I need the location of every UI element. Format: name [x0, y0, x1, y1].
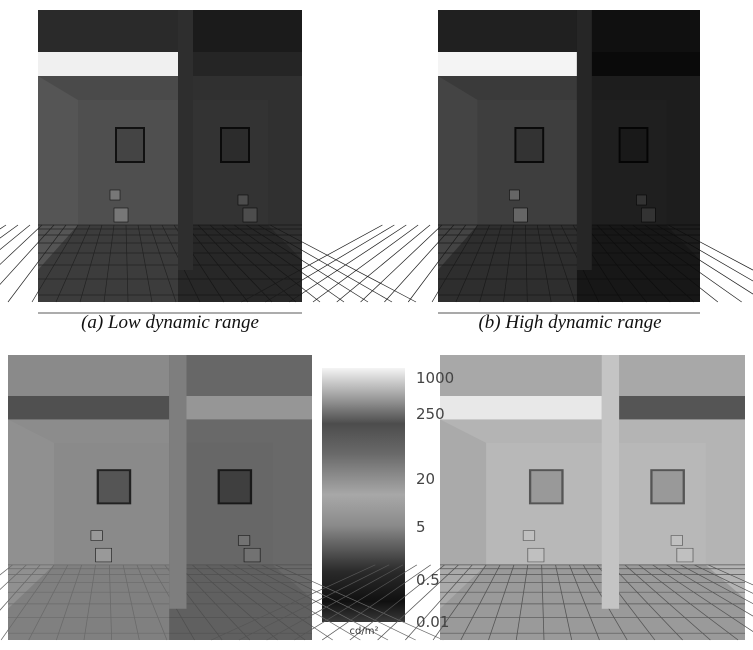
pillar	[178, 10, 193, 270]
light-band	[8, 396, 169, 419]
colorbar-tick-label: 1000	[416, 369, 454, 387]
floor-line	[361, 225, 442, 302]
colorbar-tick-label: 5	[416, 518, 426, 536]
shade	[577, 10, 700, 302]
colorbar-unit: cd/m²	[350, 626, 379, 637]
cube	[528, 548, 544, 562]
pillar	[577, 10, 592, 270]
colorbar-tick-label: 20	[416, 470, 435, 488]
rendered-image	[0, 10, 416, 313]
colorbar-tick-label: 250	[416, 405, 445, 423]
floor-line	[337, 225, 430, 302]
caption: (b) High dynamic range	[478, 312, 661, 334]
floor-line	[0, 225, 18, 302]
pillar	[602, 355, 619, 609]
cube	[96, 548, 112, 562]
painting	[116, 128, 144, 162]
painting	[98, 470, 130, 503]
caption: (a) Low dynamic range	[81, 312, 259, 334]
cube	[523, 531, 535, 541]
page: {"captions": ["(a) Low dynamic range", "…	[0, 0, 753, 650]
colorbar-tick-label: 0.5	[416, 571, 440, 589]
cube	[513, 208, 527, 222]
light-band	[438, 52, 577, 76]
floor-line	[0, 225, 30, 302]
cube	[91, 531, 103, 541]
pillar	[169, 355, 186, 609]
floor-line	[0, 225, 42, 302]
light-band	[38, 52, 178, 76]
painting	[530, 470, 562, 503]
cube	[110, 190, 120, 200]
light-band	[440, 396, 602, 419]
rendered-image	[242, 10, 753, 313]
floor-line	[313, 225, 418, 302]
shade	[169, 355, 312, 640]
shade	[602, 355, 745, 640]
cube	[509, 190, 519, 200]
cube	[114, 208, 128, 222]
shade	[178, 10, 302, 302]
painting	[515, 128, 543, 162]
colorbar-tick-label: 0.01	[416, 613, 449, 631]
